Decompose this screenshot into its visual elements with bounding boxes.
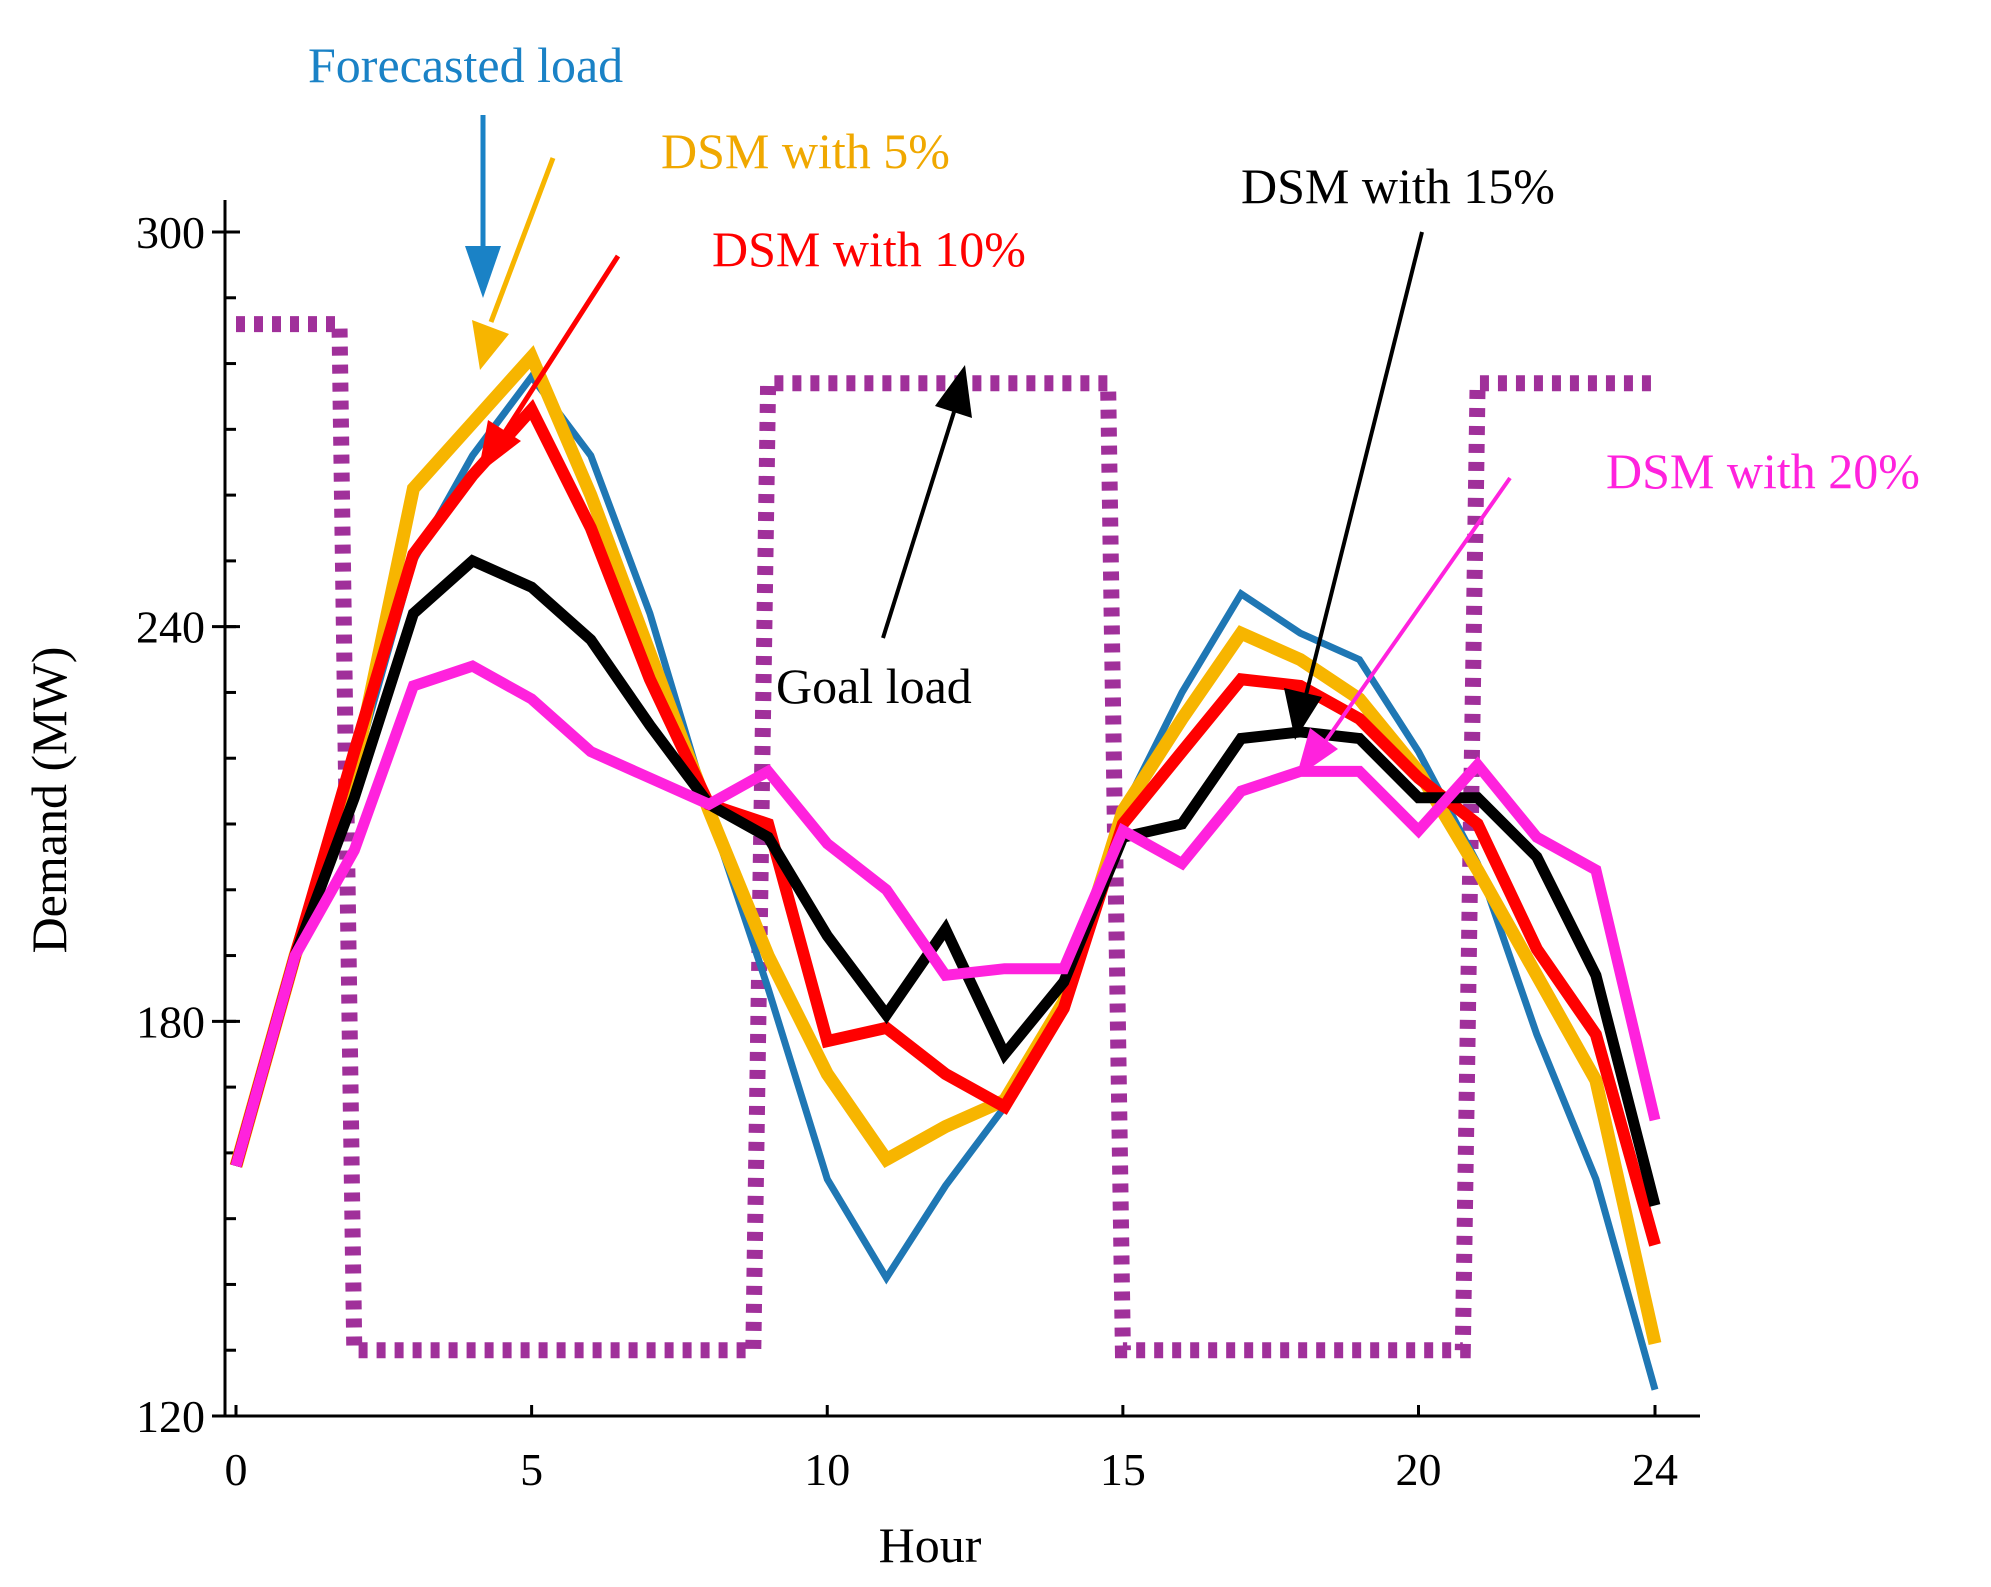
x-ticks: 0 5 10 15 20 24 [225,1405,1678,1495]
forecasted-load-label: Forecasted load [308,37,623,93]
dsm-15-arrow-head [1284,688,1322,740]
dsm-20-label: DSM with 20% [1606,443,1920,499]
series-layer [229,316,1662,1391]
x-tick-label: 15 [1100,1444,1146,1495]
y-tick-label: 240 [136,602,205,653]
y-tick-label: 120 [136,1391,205,1442]
annotation-arrows [465,115,1512,778]
goal-load-arrow-shaft [881,411,956,639]
series-line-forecasted-load [232,370,1659,1391]
x-tick-label: 0 [225,1444,248,1495]
dsm-15-arrow-shaft [1304,231,1424,696]
goal-load-arrow-head [935,365,972,418]
dsm-15-label: DSM with 15% [1241,158,1555,214]
series-line-dsm-with-20 [230,660,1661,1168]
dsm-5-label: DSM with 5% [661,123,950,179]
series-line-dsm-with-15 [230,554,1661,1207]
series-line-dsm-with-10 [230,399,1661,1247]
dsm-10-arrow-shaft [502,254,621,434]
y-ticks: 120 180 240 300 [136,207,240,1442]
x-tick-label: 5 [520,1444,543,1495]
x-tick-label: 20 [1396,1444,1442,1495]
x-tick-label: 24 [1632,1444,1678,1495]
x-axis-title: Hour [879,1517,982,1573]
y-tick-label: 180 [136,996,205,1047]
dsm-5-arrow-shaft [488,157,556,323]
y-tick-label: 300 [136,207,205,258]
dsm-5-arrow-head [472,320,509,370]
x-tick-label: 10 [804,1444,850,1495]
series-line-goal-load [236,316,1655,1359]
goal-load-label: Goal load [776,658,972,714]
dsm-10-label: DSM with 10% [712,221,1026,277]
dsm-20-arrow-shaft [1323,476,1512,744]
y-axis-title: Demand (MW) [21,647,77,954]
dsm-20-arrow-head [1296,728,1338,778]
forecasted-load-arrow-head [465,246,501,298]
dsm-10-arrow-head [478,420,521,474]
